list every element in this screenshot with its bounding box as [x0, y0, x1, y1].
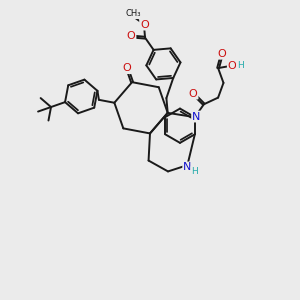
Text: O: O [189, 88, 198, 99]
Text: H: H [237, 61, 244, 70]
Text: O: O [123, 63, 131, 73]
Text: N: N [192, 112, 200, 122]
Text: O: O [140, 20, 149, 30]
Text: CH₃: CH₃ [125, 9, 141, 18]
Text: O: O [217, 49, 226, 59]
Text: N: N [183, 162, 192, 172]
Text: O: O [127, 31, 136, 40]
Text: H: H [191, 167, 198, 176]
Text: O: O [228, 61, 237, 71]
